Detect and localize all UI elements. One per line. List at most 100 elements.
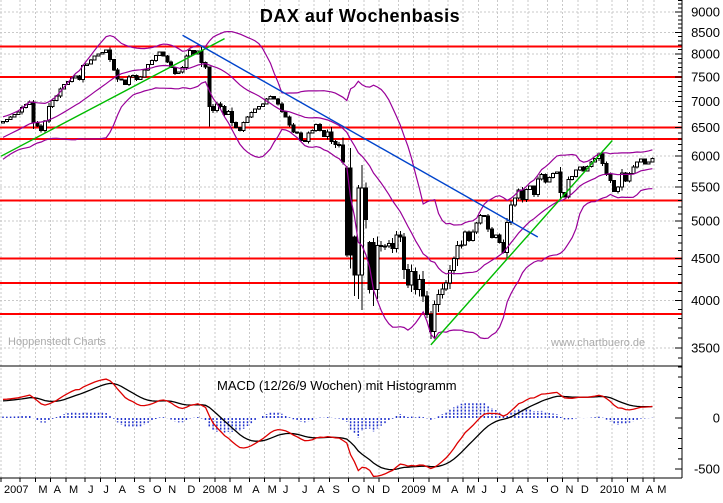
candle-body — [638, 158, 643, 163]
candle-body — [260, 103, 265, 107]
candle-body — [172, 66, 177, 75]
candle-body — [375, 244, 380, 290]
candle-body — [436, 293, 441, 306]
candle-body — [234, 121, 239, 129]
candle-body — [539, 173, 544, 180]
candle-body — [459, 244, 464, 247]
candle-body — [50, 99, 55, 107]
month-tick-label: A — [317, 484, 325, 496]
candle-body — [581, 166, 586, 172]
candle-body — [394, 234, 399, 249]
candle-body — [470, 231, 475, 241]
candle-body — [608, 174, 613, 182]
candle-body — [180, 66, 185, 73]
candle-body — [192, 49, 196, 55]
candle-body — [451, 258, 456, 272]
candle-body — [558, 171, 563, 194]
candle-body — [383, 245, 387, 248]
candle-body — [176, 71, 181, 75]
candle-body — [493, 234, 498, 238]
candle-body — [314, 123, 319, 131]
candle-body — [256, 105, 261, 110]
candle-body — [474, 222, 479, 233]
candle-body — [1, 121, 5, 124]
month-tick-label: D — [382, 484, 390, 496]
candle-body — [73, 75, 78, 79]
month-tick-label: M — [38, 484, 47, 496]
candle-body — [524, 189, 529, 201]
price-tick-label: 8500 — [691, 25, 720, 40]
macd-signal-line — [2, 382, 653, 471]
month-tick-label: N — [168, 484, 176, 496]
month-tick-label: A — [516, 484, 524, 496]
candle-body — [287, 116, 292, 126]
month-tick-label: 2010 — [600, 484, 624, 496]
price-tick-label: 7000 — [691, 94, 720, 109]
candle-body — [253, 108, 258, 114]
candle-body — [642, 158, 647, 165]
price-tick-label: 3500 — [691, 340, 720, 355]
candle-body — [413, 271, 418, 290]
candle-body — [241, 121, 246, 131]
candle-body — [298, 132, 303, 142]
candle-body — [142, 69, 147, 78]
candle-body — [447, 270, 452, 284]
gridlines-layer — [0, 0, 682, 478]
price-tick-label: 9000 — [691, 4, 720, 19]
candle-body — [8, 116, 13, 121]
candles-layer — [1, 46, 655, 339]
candle-body — [379, 244, 384, 247]
candle-body — [543, 173, 548, 183]
month-tick-label: 2009 — [401, 484, 425, 496]
month-tick-label: M — [69, 484, 78, 496]
candle-body — [623, 172, 628, 182]
candle-body — [444, 282, 449, 290]
candle-body — [31, 101, 36, 123]
price-tick-label: 5000 — [691, 214, 720, 229]
bollinger-layer — [2, 30, 653, 340]
candle-body — [230, 111, 235, 123]
month-tick-label: D — [581, 484, 589, 496]
month-tick-label: J — [482, 484, 488, 496]
bollinger-middle-band — [2, 62, 653, 275]
month-tick-label: J — [283, 484, 289, 496]
month-tick-label: S — [531, 484, 538, 496]
candle-body — [329, 131, 334, 143]
macd-tick-label: -500 — [694, 462, 720, 477]
candle-body — [340, 144, 345, 163]
candle-body — [497, 234, 502, 243]
month-tick-label: S — [138, 484, 145, 496]
candle-body — [130, 74, 135, 78]
candle-body — [92, 55, 97, 61]
bollinger-lower-band — [2, 81, 653, 340]
candle-body — [650, 158, 655, 163]
candle-body — [631, 166, 636, 175]
candle-body — [574, 169, 578, 178]
candle-body — [291, 124, 296, 133]
candle-body — [134, 74, 139, 81]
candle-body — [432, 304, 437, 332]
macd-layer — [2, 378, 654, 478]
month-tick-label: M — [466, 484, 475, 496]
candle-body — [577, 166, 582, 171]
candle-body — [619, 172, 624, 188]
candle-body — [272, 95, 277, 100]
candle-body — [302, 140, 307, 143]
month-tick-label: M — [657, 484, 666, 496]
macd-line — [2, 378, 653, 478]
candle-body — [218, 103, 223, 107]
candle-body — [386, 242, 391, 247]
month-tick-label: N — [566, 484, 574, 496]
trendline-green — [430, 140, 613, 346]
candle-body — [516, 189, 521, 199]
month-tick-label: M — [233, 484, 242, 496]
candle-body — [635, 161, 640, 168]
month-tick-label: A — [54, 484, 62, 496]
candle-body — [505, 222, 510, 254]
price-tick-label: 7500 — [691, 69, 720, 84]
candle-body — [268, 95, 273, 100]
candle-body — [616, 186, 621, 192]
candle-body — [4, 119, 9, 123]
candle-body — [455, 244, 460, 260]
